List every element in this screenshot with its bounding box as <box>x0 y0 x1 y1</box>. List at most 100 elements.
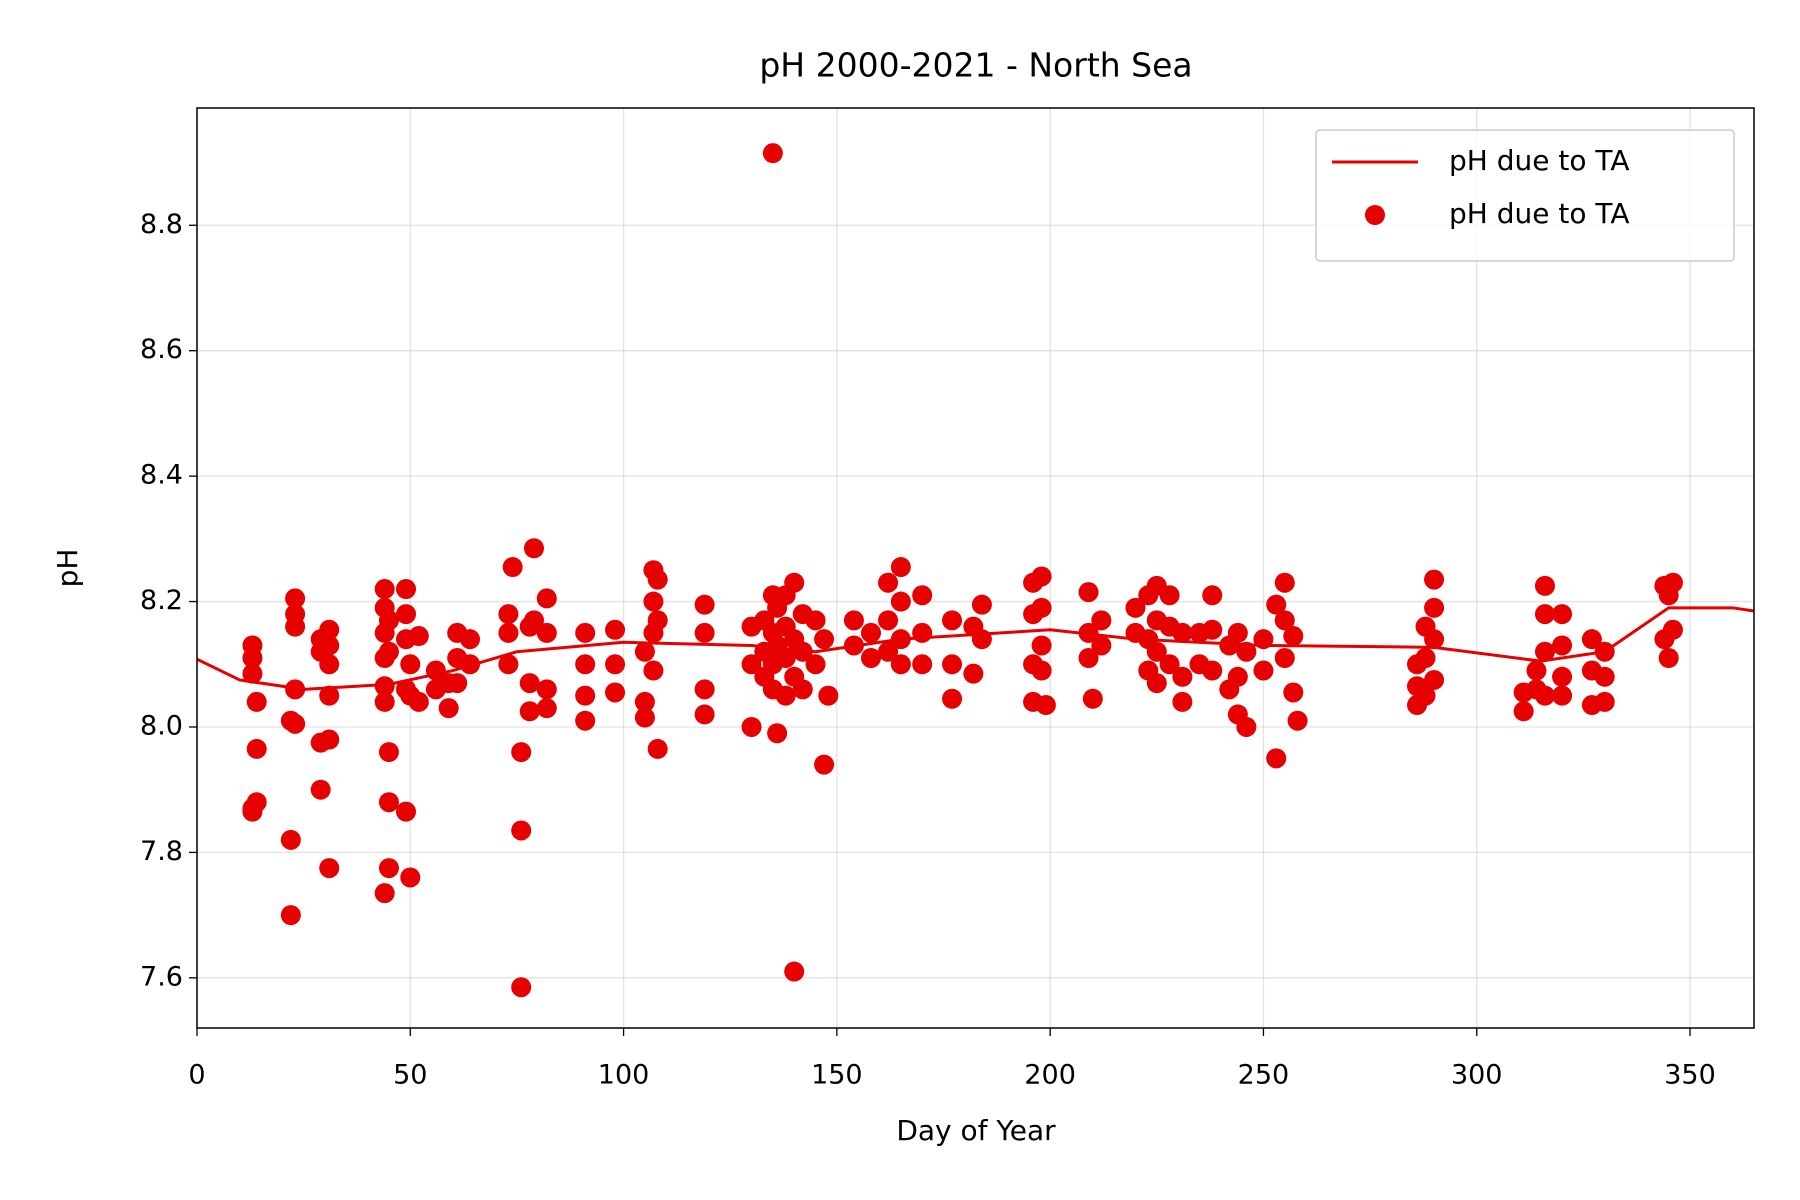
data-point <box>971 629 992 650</box>
data-point <box>575 710 596 731</box>
data-point <box>280 829 301 850</box>
data-point <box>1594 691 1615 712</box>
data-point <box>1552 666 1573 687</box>
data-point <box>460 629 481 650</box>
data-point <box>378 742 399 763</box>
data-point <box>784 961 805 982</box>
data-point <box>634 707 655 728</box>
data-point <box>536 588 557 609</box>
data-point <box>741 654 762 675</box>
data-point <box>285 588 306 609</box>
data-point <box>1594 641 1615 662</box>
data-point <box>1227 666 1248 687</box>
data-point <box>1172 691 1193 712</box>
x-tick-label: 100 <box>598 1060 650 1091</box>
data-point <box>1424 669 1445 690</box>
data-point <box>1534 641 1555 662</box>
data-point <box>1266 748 1287 769</box>
plot-frame <box>196 107 1755 1029</box>
x-tick-label: 0 <box>188 1060 205 1091</box>
data-point <box>400 654 421 675</box>
data-point <box>285 713 306 734</box>
data-point <box>694 622 715 643</box>
data-point <box>890 654 911 675</box>
data-point <box>378 792 399 813</box>
data-point <box>396 579 417 600</box>
y-tick-label: 8.4 <box>140 460 183 491</box>
data-point <box>575 685 596 706</box>
data-point <box>971 594 992 615</box>
x-tick-label: 250 <box>1238 1060 1290 1091</box>
data-point <box>1236 716 1257 737</box>
data-point <box>319 685 340 706</box>
legend-box <box>1315 129 1735 262</box>
data-point <box>912 622 933 643</box>
data-point <box>762 143 783 164</box>
data-point <box>643 660 664 681</box>
data-point <box>1415 685 1436 706</box>
data-point <box>1534 604 1555 625</box>
y-tick-label: 8.0 <box>140 710 183 741</box>
data-point <box>1202 619 1223 640</box>
data-point <box>1227 622 1248 643</box>
data-point <box>519 701 540 722</box>
data-point <box>1552 685 1573 706</box>
data-point <box>1662 572 1683 593</box>
data-point <box>741 716 762 737</box>
legend-marker <box>1365 205 1385 225</box>
data-point <box>498 604 519 625</box>
y-axis-label: pH <box>51 549 84 588</box>
data-point <box>1125 597 1146 618</box>
y-tick-label: 7.8 <box>140 836 183 867</box>
legend-label: pH due to TA <box>1449 144 1629 177</box>
data-point <box>634 691 655 712</box>
data-point <box>1424 629 1445 650</box>
data-point <box>575 622 596 643</box>
data-point <box>843 610 864 631</box>
data-point <box>246 738 267 759</box>
data-point <box>285 679 306 700</box>
data-point <box>634 641 655 662</box>
data-point <box>1513 701 1534 722</box>
data-point <box>460 654 481 675</box>
data-point <box>1159 654 1180 675</box>
data-point <box>246 792 267 813</box>
data-point <box>319 654 340 675</box>
data-point <box>536 679 557 700</box>
data-point <box>1146 641 1167 662</box>
data-point <box>843 635 864 656</box>
data-point <box>378 610 399 631</box>
data-point <box>1031 566 1052 587</box>
data-point <box>1202 585 1223 606</box>
x-tick-label: 50 <box>393 1060 427 1091</box>
data-point <box>1658 647 1679 668</box>
data-point <box>792 641 813 662</box>
data-point <box>1202 660 1223 681</box>
data-point <box>694 704 715 725</box>
data-point <box>1236 641 1257 662</box>
data-point <box>1552 604 1573 625</box>
data-point <box>408 691 429 712</box>
data-point <box>1266 594 1287 615</box>
data-point <box>605 654 626 675</box>
y-tick-label: 8.6 <box>140 334 183 365</box>
data-point <box>1283 626 1304 647</box>
data-point <box>890 629 911 650</box>
x-tick-label: 300 <box>1451 1060 1503 1091</box>
data-point <box>942 688 963 709</box>
data-point <box>1534 685 1555 706</box>
data-point <box>1031 635 1052 656</box>
data-point <box>1534 575 1555 596</box>
data-point <box>890 557 911 578</box>
data-point <box>447 673 468 694</box>
data-point <box>1552 635 1573 656</box>
data-point <box>814 629 835 650</box>
data-point <box>767 723 788 744</box>
data-point <box>1274 647 1295 668</box>
data-point <box>408 626 429 647</box>
data-point <box>242 647 263 668</box>
data-point <box>280 905 301 926</box>
x-tick-label: 200 <box>1024 1060 1076 1091</box>
data-point <box>319 635 340 656</box>
data-point <box>511 977 532 998</box>
